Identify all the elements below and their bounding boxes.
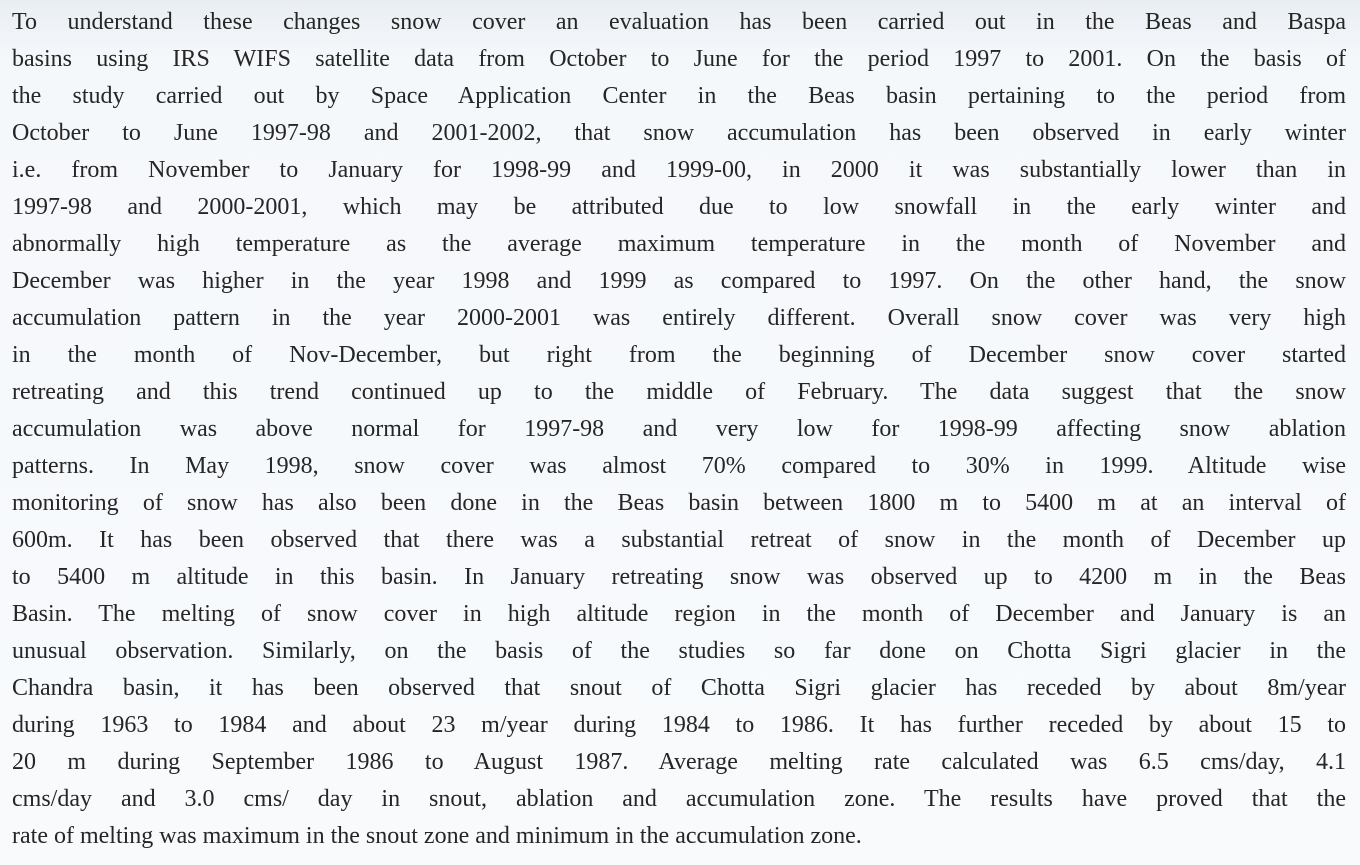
text-line: cms/day and 3.0 cms/ day in snout, ablat… [12,786,1346,812]
text-line: during 1963 to 1984 and about 23 m/year … [12,712,1346,738]
text-line: 1997-98 and 2000-2001, which may be attr… [12,194,1346,220]
text-line: basins using IRS WIFS satellite data fro… [12,46,1346,72]
text-line: unusual observation. Similarly, on the b… [12,638,1346,664]
text-line: October to June 1997-98 and 2001-2002, t… [12,120,1346,146]
text-line: 600m. It has been observed that there wa… [12,527,1346,553]
text-line: i.e. from November to January for 1998-9… [12,157,1346,183]
text-line: accumulation pattern in the year 2000-20… [12,305,1346,331]
paragraph: To understand these changes snow cover a… [12,4,1346,855]
text-line: To understand these changes snow cover a… [12,9,1346,35]
text-line: retreating and this trend continued up t… [12,379,1346,405]
text-line: in the month of Nov-December, but right … [12,342,1346,368]
text-line: Chandra basin, it has been observed that… [12,675,1346,701]
text-line: monitoring of snow has also been done in… [12,490,1346,516]
text-line: patterns. In May 1998, snow cover was al… [12,453,1346,479]
text-line: 20 m during September 1986 to August 198… [12,749,1346,775]
text-line: abnormally high temperature as the avera… [12,231,1346,257]
text-line: to 5400 m altitude in this basin. In Jan… [12,564,1346,590]
text-line: accumulation was above normal for 1997-9… [12,416,1346,442]
text-line: rate of melting was maximum in the snout… [12,823,862,849]
text-line: Basin. The melting of snow cover in high… [12,601,1346,627]
text-line: December was higher in the year 1998 and… [12,268,1346,294]
text-line: the study carried out by Space Applicati… [12,83,1346,109]
